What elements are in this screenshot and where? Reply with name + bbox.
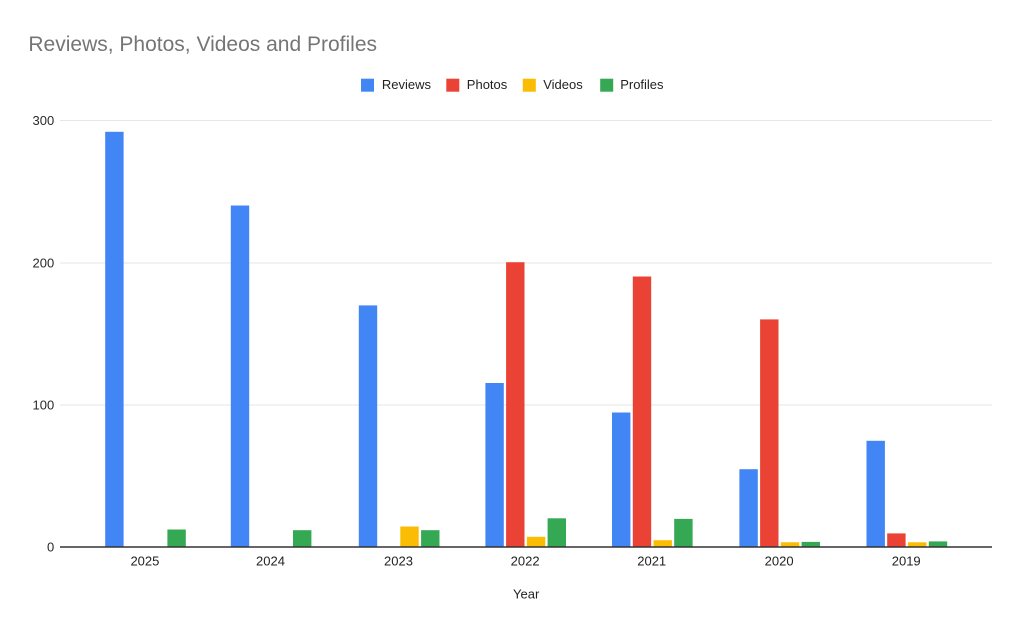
svg-text:Photos: Photos [467,77,508,92]
svg-text:0: 0 [47,540,54,555]
svg-text:Reviews, Photos, Videos and Pr: Reviews, Photos, Videos and Profiles [28,33,377,56]
svg-text:2025: 2025 [130,553,159,568]
svg-text:Reviews: Reviews [382,77,432,92]
svg-text:100: 100 [32,398,54,413]
svg-text:2023: 2023 [384,553,413,568]
svg-text:Profiles: Profiles [620,77,664,92]
svg-text:2020: 2020 [765,553,794,568]
svg-text:2021: 2021 [637,553,666,568]
svg-text:2022: 2022 [511,553,540,568]
svg-text:Videos: Videos [543,77,583,92]
svg-text:Year: Year [513,586,540,601]
svg-text:2024: 2024 [256,553,285,568]
svg-text:2019: 2019 [892,553,921,568]
svg-text:200: 200 [32,256,54,271]
svg-text:300: 300 [32,113,54,128]
